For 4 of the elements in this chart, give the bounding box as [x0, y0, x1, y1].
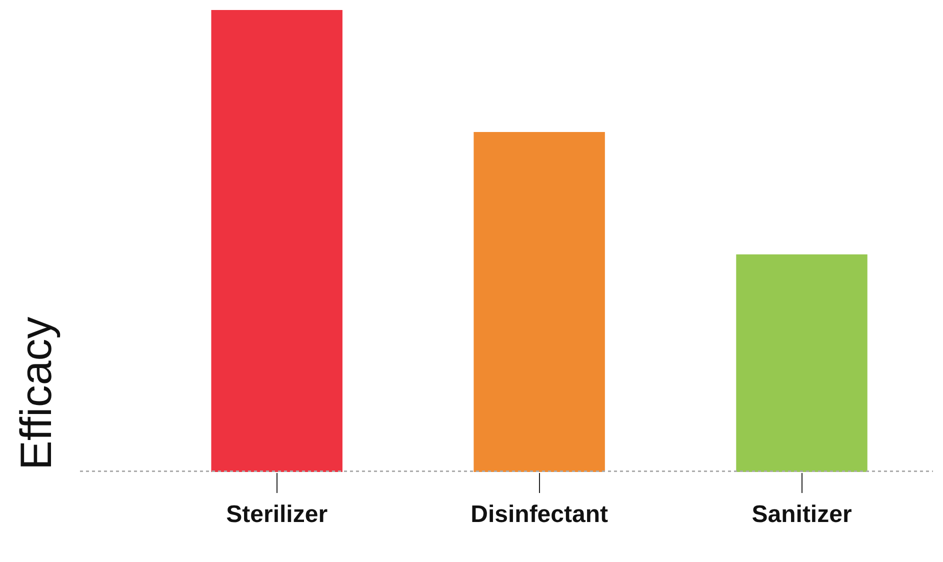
y-axis-title: Efficacy	[12, 316, 61, 470]
x-tick-label: Sterilizer	[226, 500, 328, 528]
x-tick-label: Sanitizer	[752, 500, 852, 528]
x-tick-label: Disinfectant	[470, 500, 608, 528]
